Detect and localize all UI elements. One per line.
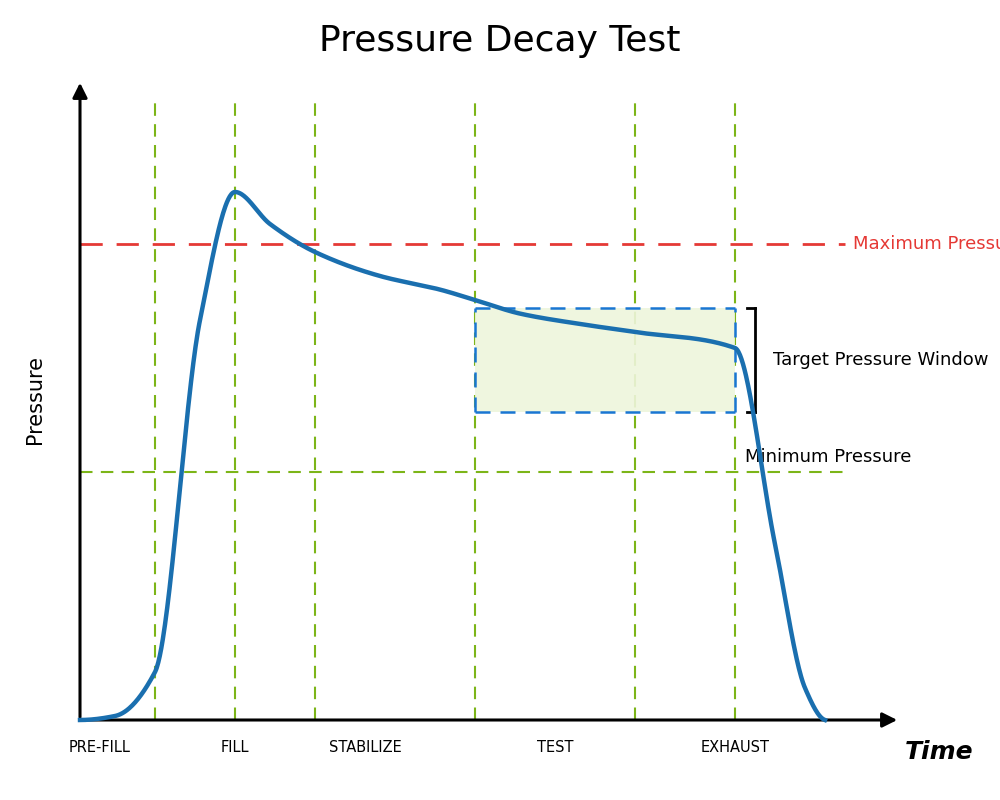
Text: Time: Time [905, 740, 974, 764]
Text: Minimum Pressure: Minimum Pressure [745, 448, 911, 466]
Text: Target Pressure Window: Target Pressure Window [773, 351, 988, 369]
Text: EXHAUST: EXHAUST [700, 740, 770, 755]
Text: PRE-FILL: PRE-FILL [69, 740, 131, 755]
Text: Maximum Pressure: Maximum Pressure [853, 235, 1000, 253]
Text: Pressure Decay Test: Pressure Decay Test [319, 24, 681, 58]
Text: TEST: TEST [537, 740, 573, 755]
Text: FILL: FILL [221, 740, 249, 755]
Bar [475, 308, 735, 412]
Text: STABILIZE: STABILIZE [329, 740, 401, 755]
Text: Pressure: Pressure [25, 355, 45, 445]
